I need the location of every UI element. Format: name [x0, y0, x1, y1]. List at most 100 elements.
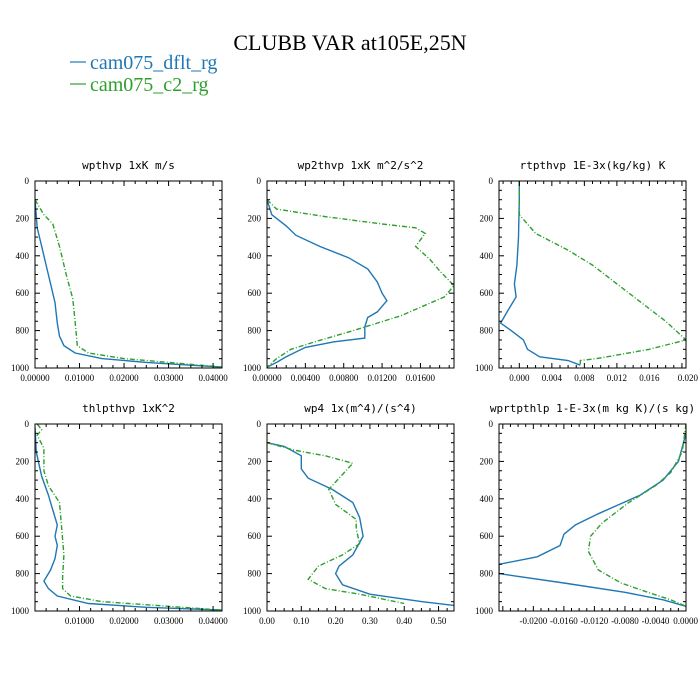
y-tick-label: 200 — [248, 213, 262, 223]
y-tick-label: 600 — [16, 531, 30, 541]
x-tick-label: 0.03000 — [154, 616, 184, 626]
y-tick-label: 1000 — [475, 363, 494, 373]
legend: cam075_dflt_rg cam075_c2_rg — [70, 52, 217, 96]
x-tick-label: 0.40 — [396, 616, 412, 626]
series-line-c2 — [36, 424, 222, 611]
x-tick-label: 0.004 — [542, 373, 563, 383]
series-line-dflt — [35, 427, 222, 611]
x-tick-label: 0.02000 — [109, 616, 139, 626]
y-tick-label: 200 — [480, 213, 494, 223]
x-tick-label: 0.000 — [509, 373, 530, 383]
x-tick-label: 0.01000 — [65, 616, 95, 626]
plot-frame — [498, 423, 687, 612]
y-tick-label: 600 — [16, 288, 30, 298]
panel-3: rtpthvp 1E-3x(kg/kg) K 0 200 400 600 800 1000 0… — [475, 159, 699, 383]
x-tick-label: 0.10 — [293, 616, 309, 626]
y-tick-label: 800 — [16, 326, 30, 336]
y-tick-label: 200 — [16, 456, 30, 466]
x-tick-label: 0.04000 — [198, 616, 228, 626]
x-tick-label: 0.50 — [431, 616, 447, 626]
x-tick-label: 0.008 — [574, 373, 595, 383]
x-tick-label: 0.01000 — [65, 373, 95, 383]
y-tick-label: 1000 — [475, 606, 494, 616]
x-tick-label: 0.012 — [607, 373, 627, 383]
y-tick-label: 600 — [480, 531, 494, 541]
y-tick-label: 800 — [480, 326, 494, 336]
y-tick-label: 400 — [16, 494, 30, 504]
y-tick-label: 800 — [248, 326, 262, 336]
y-tick-label: 0 — [25, 176, 30, 186]
x-tick-label: 0.00000 — [20, 373, 50, 383]
x-tick-label: -0.0160 — [550, 616, 578, 626]
panel-title: wprtpthlp 1-E-3x(m kg K)/(s kg) — [490, 402, 695, 415]
y-tick-label: 400 — [248, 251, 262, 261]
y-tick-label: 400 — [16, 251, 30, 261]
y-tick-label: 400 — [248, 494, 262, 504]
y-tick-label: 0 — [25, 419, 30, 429]
series-line-dflt — [267, 199, 388, 368]
panel-2: wp2thvp 1xK m^2/s^2020040060080010000.00… — [243, 159, 455, 383]
series-line-dflt — [499, 433, 686, 607]
series-line-c2 — [35, 199, 222, 368]
y-tick-label: 0 — [489, 176, 494, 186]
y-tick-label: 600 — [480, 288, 494, 298]
series-line-dflt — [35, 199, 222, 368]
y-tick-label: 400 — [480, 494, 494, 504]
x-tick-label: 0.00000 — [252, 373, 282, 383]
series-line-c2 — [267, 199, 454, 368]
panel-6: wprtpthlp 1-E-3x(m kg K)/(s kg) 0 200 400 60… — [475, 402, 699, 626]
plot-frame — [266, 180, 455, 369]
y-tick-label: 200 — [480, 456, 494, 466]
y-tick-label: 0 — [257, 419, 262, 429]
y-tick-label: 800 — [248, 569, 262, 579]
y-tick-label: 1000 — [243, 606, 262, 616]
x-tick-label: 0.01600 — [406, 373, 436, 383]
y-tick-label: 600 — [248, 531, 262, 541]
y-tick-label: 1000 — [11, 606, 30, 616]
y-tick-label: 1000 — [243, 363, 262, 373]
x-tick-label: 0.20 — [328, 616, 344, 626]
panel-title: wp2thvp 1xK m^2/s^2 — [298, 159, 424, 172]
x-tick-label: 0.03000 — [154, 373, 184, 383]
x-tick-label: -0.0080 — [611, 616, 639, 626]
x-tick-label: 0.02000 — [109, 373, 139, 383]
y-tick-label: 0 — [489, 419, 494, 429]
figure-title: CLUBB VAR at105E,25N — [233, 30, 466, 55]
x-tick-label: 0.016 — [639, 373, 660, 383]
series-line-dflt — [499, 181, 581, 366]
legend-label-dflt: cam075_dflt_rg — [90, 52, 217, 74]
legend-label-c2: cam075_c2_rg — [90, 74, 209, 96]
y-tick-label: 200 — [16, 213, 30, 223]
x-tick-label: 0.020 — [678, 373, 699, 383]
series-line-c2 — [518, 181, 686, 366]
y-tick-label: 0 — [257, 176, 262, 186]
x-tick-label: 0.04000 — [198, 373, 228, 383]
x-tick-label: -0.0200 — [519, 616, 547, 626]
x-tick-label: 0.00400 — [291, 373, 321, 383]
y-tick-label: 800 — [480, 569, 494, 579]
panel-title: wpthvp 1xK m/s — [82, 159, 175, 172]
y-tick-label: 1000 — [11, 363, 30, 373]
x-tick-label: 0.00800 — [329, 373, 359, 383]
panel-title: thlpthvp 1xK^2 — [82, 402, 175, 415]
y-tick-label: 400 — [480, 251, 494, 261]
y-tick-label: 600 — [248, 288, 262, 298]
panel-title: wp4 1x(m^4)/(s^4) — [304, 402, 417, 415]
series-line-c2 — [267, 442, 405, 605]
x-tick-label: 0.30 — [362, 616, 378, 626]
y-tick-label: 800 — [16, 569, 30, 579]
x-tick-label: -0.0120 — [581, 616, 609, 626]
series-line-c2 — [587, 424, 686, 607]
series-line-dflt — [267, 442, 454, 607]
x-tick-label: 0.00 — [259, 616, 275, 626]
plot-frame — [498, 180, 687, 369]
plot-frame — [34, 180, 223, 369]
x-tick-label: 0.0000 — [673, 616, 698, 626]
y-tick-label: 200 — [248, 456, 262, 466]
panel-title: rtpthvp 1E-3x(kg/kg) K — [520, 159, 666, 172]
x-tick-label: -0.0040 — [642, 616, 670, 626]
x-tick-label: 0.01200 — [367, 373, 397, 383]
